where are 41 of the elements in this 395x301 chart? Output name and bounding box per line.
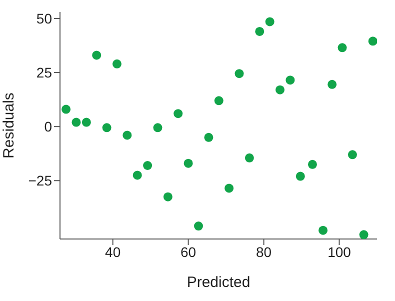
x-tick-label: 100 [328,244,352,260]
point [143,160,152,170]
point [92,50,102,60]
y-axis-title: Residuals [0,92,18,158]
point [308,160,317,169]
y-tick-label: 50 [36,10,52,26]
point [296,172,305,181]
point [338,43,347,52]
point [348,150,357,160]
point [368,36,377,46]
point [122,130,132,140]
point [174,109,183,118]
y-tick-label: −25 [28,172,52,189]
x-axis-title: Predicted [186,274,250,291]
point [286,76,295,85]
y-tick-label: 0 [44,118,52,135]
point [184,158,193,168]
point [163,192,172,202]
point [214,96,224,106]
point [234,69,244,78]
point [328,80,337,89]
point [153,123,162,132]
point [224,184,234,193]
point [204,132,214,142]
point [112,59,122,68]
point [318,226,328,235]
point [265,17,274,26]
y-tick-label: 25 [36,64,52,81]
point [102,123,112,132]
point [276,85,285,94]
point [72,118,81,127]
point [132,170,142,180]
x-tick-label: 80 [256,244,272,260]
point [359,230,368,239]
point [255,26,264,36]
x-tick-label: 40 [105,244,121,260]
x-tick-label: 60 [180,244,196,260]
point [244,153,254,162]
point [62,104,71,114]
point [194,222,203,231]
point [82,118,91,127]
